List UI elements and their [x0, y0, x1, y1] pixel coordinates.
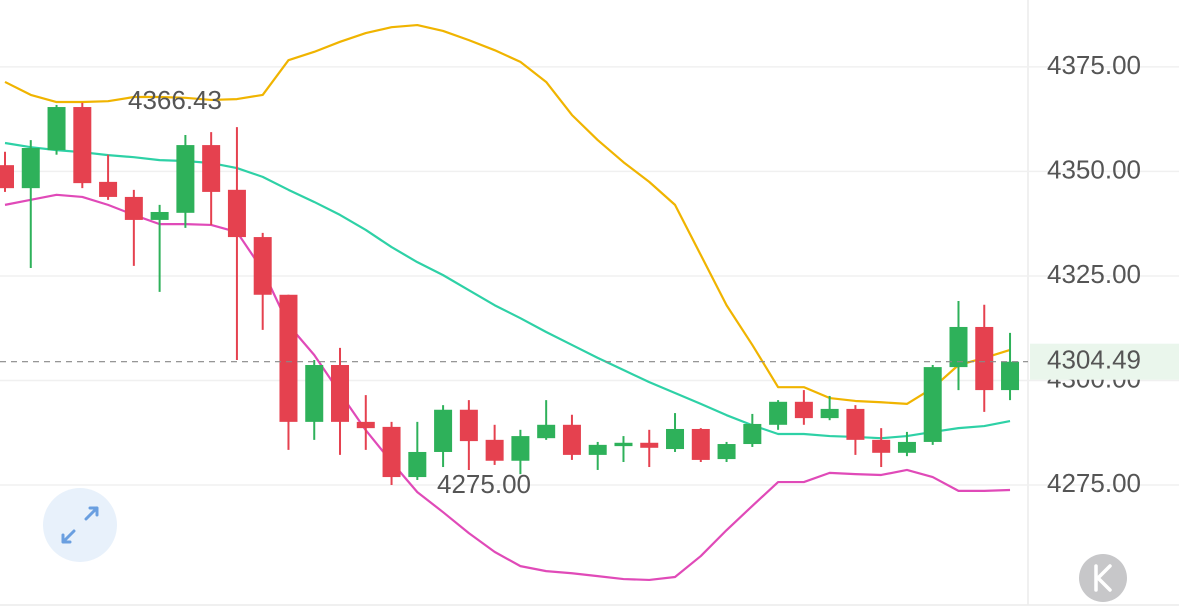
candle-body: [846, 408, 865, 440]
candle-body: [897, 441, 916, 453]
candle-body: [872, 439, 891, 453]
k-button[interactable]: [1079, 554, 1127, 602]
candle-body: [150, 211, 169, 220]
indicator-line: [4, 141, 1011, 440]
y-tick-label: 4350.00: [1047, 154, 1141, 184]
candle-body: [47, 107, 66, 151]
candle-body: [305, 365, 324, 422]
k-button-bg[interactable]: [1079, 554, 1127, 602]
candle-body: [666, 428, 685, 450]
y-tick-label: 4375.00: [1047, 50, 1141, 80]
expand-icon[interactable]: [61, 506, 99, 544]
candle-body: [21, 148, 40, 189]
candle-body: [434, 409, 453, 452]
candle-body: [717, 444, 736, 460]
k-icon[interactable]: [1094, 564, 1112, 592]
candle-body: [820, 408, 839, 419]
y-tick-label: 4275.00: [1047, 468, 1141, 498]
candle-body: [99, 181, 118, 197]
candle-body: [253, 237, 272, 295]
candle-body: [124, 196, 143, 220]
candle-body: [769, 401, 788, 425]
indicator-line: [4, 23, 1011, 405]
candle-body: [176, 145, 195, 213]
candle-body: [485, 439, 504, 461]
y-tick-label: 4325.00: [1047, 259, 1141, 289]
candle-body: [459, 409, 478, 442]
high-label: 4366.43: [128, 85, 222, 115]
candle-body: [588, 444, 607, 455]
grid: [0, 66, 1179, 486]
candle-body: [537, 424, 556, 439]
low-label: 4275.00: [437, 469, 531, 499]
candles: [0, 102, 1020, 486]
candle-body: [562, 424, 581, 455]
candle-body: [691, 428, 710, 460]
indicator-line: [4, 193, 1011, 582]
candle-body: [227, 189, 246, 238]
candle-body: [511, 436, 530, 461]
candle-body: [975, 326, 994, 391]
candle-body: [949, 326, 968, 368]
candle-body: [1001, 361, 1020, 391]
candle-body: [382, 426, 401, 478]
candle-body: [279, 294, 298, 422]
candle-body: [202, 145, 221, 192]
last-price-label: 4304.49: [1047, 345, 1141, 375]
candle-body: [356, 421, 375, 429]
candle-body: [794, 401, 813, 419]
candle-body: [640, 442, 659, 448]
candle-body: [331, 365, 350, 422]
candle-body: [923, 367, 942, 442]
overlay: 4275.004300.004325.004350.004375.004366.…: [0, 50, 1179, 499]
expand-button-bg[interactable]: [43, 488, 117, 562]
candle-body: [73, 107, 92, 184]
last-price-badge: [1030, 343, 1179, 380]
candle-body: [0, 165, 14, 189]
expand-button[interactable]: [43, 488, 117, 562]
indicator-lines: [4, 23, 1011, 582]
candle-body: [408, 451, 427, 478]
candle-body: [614, 442, 633, 447]
candle-body: [743, 423, 762, 445]
